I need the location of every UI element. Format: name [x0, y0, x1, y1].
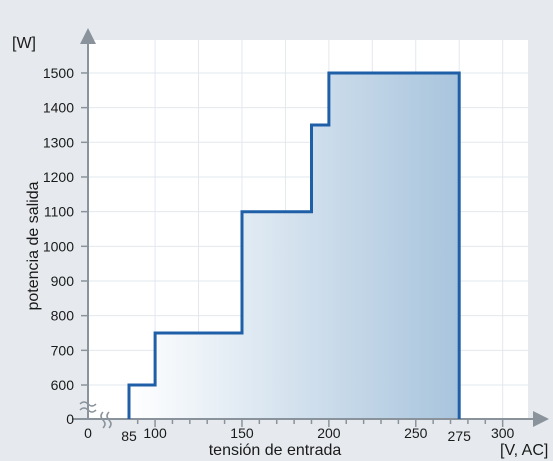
x-tick-label: 200 [317, 425, 341, 441]
x-tick-label: 275 [448, 428, 472, 444]
y-tick-label: 1200 [43, 169, 74, 185]
x-unit-label: [V, AC] [500, 442, 548, 459]
y-axis-arrow [80, 28, 96, 44]
x-tick-label: 150 [230, 425, 254, 441]
y-tick-label: 1100 [44, 204, 74, 220]
x-axis-arrow [533, 411, 549, 427]
tick-labels: 0 600 700 800 900 1000 1100 1200 1300 1400 1500 0 85… [43, 65, 515, 444]
y-tick-label: 900 [51, 273, 75, 289]
power-area-fill [129, 73, 460, 419]
x-tick-label: 300 [491, 425, 515, 441]
y-tick-label: 1500 [43, 65, 74, 81]
y-tick-label: 1300 [43, 134, 74, 150]
x-tick-label: 100 [143, 425, 167, 441]
y-tick-label: 800 [51, 308, 75, 324]
x-axis-title: tensión de entrada [209, 442, 342, 459]
y-axis-title: potencia de salida [25, 181, 42, 310]
x-tick-label: 0 [84, 425, 92, 441]
y-unit-label: [W] [12, 35, 36, 52]
x-axis-break [100, 411, 112, 429]
y-tick-label: 0 [66, 411, 74, 427]
power-step-line [127, 71, 461, 419]
x-tick-label: 85 [121, 428, 137, 444]
y-tick-label: 1400 [43, 100, 74, 116]
axes [72, 28, 549, 429]
x-tick-label: 250 [404, 425, 428, 441]
y-tick-label: 700 [51, 342, 75, 358]
y-axis-break [79, 401, 97, 413]
y-tick-label: 600 [51, 377, 75, 393]
y-tick-label: 1000 [43, 238, 74, 254]
